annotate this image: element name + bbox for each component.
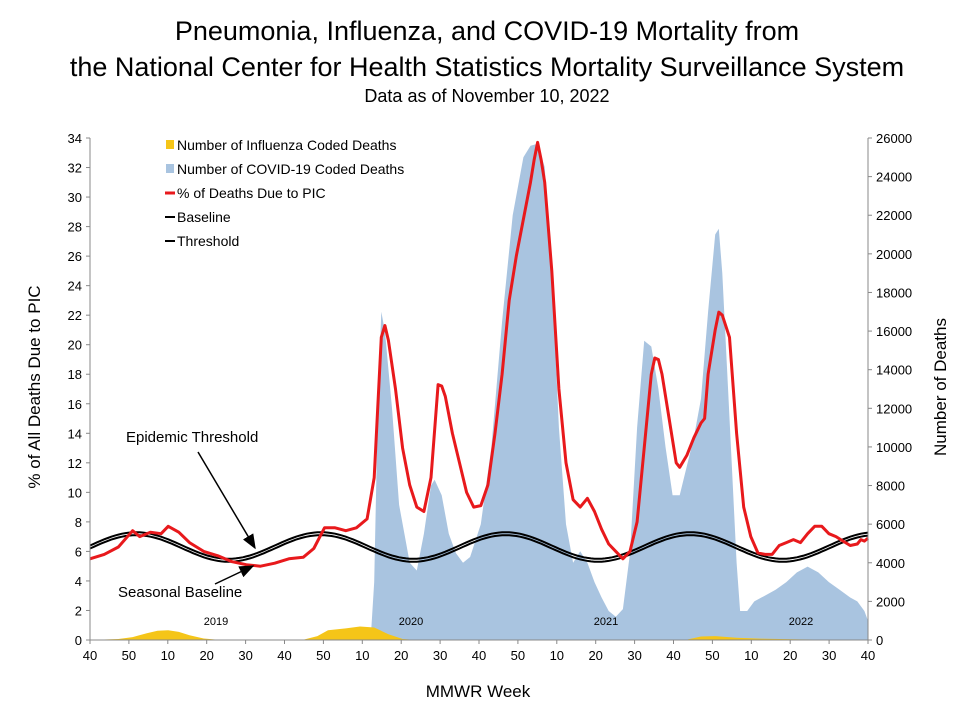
x-tick-label: 30: [433, 648, 447, 663]
y-right-tick-label: 4000: [876, 556, 905, 571]
baseline-line: [89, 534, 869, 563]
legend: Number of Influenza Coded Deaths Number o…: [165, 137, 404, 249]
y-left-tick-label: 18: [68, 367, 82, 382]
x-tick-label: 20: [783, 648, 797, 663]
legend-swatch: [166, 140, 174, 149]
y-left-tick-label: 8: [75, 515, 82, 530]
y-right-tick-label: 2000: [876, 594, 905, 609]
y-right-tick-label: 6000: [876, 517, 905, 532]
y-left-tick-label: 30: [68, 190, 82, 205]
x-tick-label: 40: [277, 648, 291, 663]
y-axis-right-label: Number of Deaths: [931, 318, 950, 456]
y-right-tick-label: 18000: [876, 285, 912, 300]
y-right-tick-label: 0: [876, 633, 883, 648]
annotation-arrow-baseline: [214, 565, 255, 585]
x-tick-label: 40: [861, 648, 875, 663]
pic-percent-line: [89, 140, 869, 568]
year-label: 2019: [204, 616, 228, 628]
x-tick-label: 50: [705, 648, 719, 663]
y-right-tick-label: 8000: [876, 479, 905, 494]
year-label: 2022: [789, 616, 813, 628]
legend-label: % of Deaths Due to PIC: [177, 185, 326, 201]
y-left-tick-label: 14: [68, 426, 82, 441]
x-tick-label: 10: [744, 648, 758, 663]
annotations: Epidemic Threshold Seasonal Baseline: [118, 429, 258, 601]
legend-label: Number of COVID-19 Coded Deaths: [177, 161, 404, 177]
x-tick-label: 30: [822, 648, 836, 663]
y-left-tick-label: 32: [68, 161, 82, 176]
y-left-tick-label: 16: [68, 397, 82, 412]
year-label: 2020: [399, 616, 423, 628]
annotation-seasonal-baseline: Seasonal Baseline: [118, 584, 242, 601]
x-tick-label: 40: [83, 648, 97, 663]
x-tick-label: 40: [666, 648, 680, 663]
x-tick-label: 50: [122, 648, 136, 663]
y-axis-left-label: % of All Deaths Due to PIC: [25, 285, 44, 488]
y-left-tick-label: 20: [68, 338, 82, 353]
y-right-tick-label: 24000: [876, 170, 912, 185]
y-right-tick-label: 12000: [876, 401, 912, 416]
chart-title-line1: Pneumonia, Influenza, and COVID-19 Morta…: [174, 16, 800, 46]
y-right-tick-label: 20000: [876, 247, 912, 262]
x-tick-label: 20: [394, 648, 408, 663]
x-tick-label: 20: [588, 648, 602, 663]
x-axis-label: MMWR Week: [426, 682, 531, 701]
x-tick-label: 30: [238, 648, 252, 663]
legend-swatch: [166, 164, 174, 173]
y-right-tick-label: 22000: [876, 208, 912, 223]
y-right-tick-label: 16000: [876, 324, 912, 339]
y-left-tick-label: 2: [75, 603, 82, 618]
y-left-tick-label: 10: [68, 485, 82, 500]
y-right-tick-label: 14000: [876, 363, 912, 378]
x-tick-label: 10: [355, 648, 369, 663]
x-tick-label: 40: [472, 648, 486, 663]
y-right-tick-label: 26000: [876, 131, 912, 146]
x-tick-label: 50: [511, 648, 525, 663]
x-tick-label: 30: [627, 648, 641, 663]
annotation-epidemic-threshold: Epidemic Threshold: [126, 429, 258, 446]
x-tick-label: 50: [316, 648, 330, 663]
influenza-deaths-area: [90, 626, 868, 640]
annotation-arrow-threshold: [197, 451, 256, 550]
x-tick-label: 10: [161, 648, 175, 663]
y-left-tick-label: 6: [75, 544, 82, 559]
y-left-tick-label: 12: [68, 456, 82, 471]
axes: 0246810121416182022242628303234020004000…: [68, 131, 913, 663]
y-left-tick-label: 26: [68, 249, 82, 264]
chart-title-line2: the National Center for Health Statistic…: [69, 52, 905, 82]
covid-deaths-area: [90, 143, 868, 641]
y-left-tick-label: 4: [75, 574, 82, 589]
year-label: 2021: [594, 616, 618, 628]
y-left-tick-label: 34: [68, 131, 82, 146]
x-tick-label: 10: [550, 648, 564, 663]
y-left-tick-label: 24: [68, 279, 82, 294]
y-right-tick-label: 10000: [876, 440, 912, 455]
legend-label: Number of Influenza Coded Deaths: [177, 137, 396, 153]
plot-area: [89, 140, 869, 641]
y-left-tick-label: 22: [68, 308, 82, 323]
chart-subtitle: Data as of November 10, 2022: [364, 86, 610, 106]
x-tick-label: 20: [199, 648, 213, 663]
legend-label: Threshold: [177, 233, 239, 249]
y-left-tick-label: 0: [75, 633, 82, 648]
y-left-tick-label: 28: [68, 220, 82, 235]
legend-label: Baseline: [177, 209, 231, 225]
